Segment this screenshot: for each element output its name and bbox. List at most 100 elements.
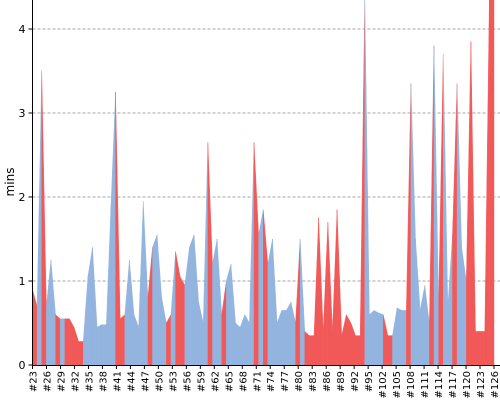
- x-tick-label: #44: [126, 371, 137, 392]
- area-segment-pass: [184, 247, 190, 366]
- area-segment-pass: [258, 209, 264, 366]
- x-tick-label: #114: [434, 371, 445, 398]
- x-tick-label: #35: [84, 371, 95, 392]
- area-segment-pass: [424, 285, 430, 366]
- area-segment-fail: [166, 314, 172, 366]
- area-segment-pass: [156, 234, 162, 366]
- area-segment-pass: [152, 234, 158, 366]
- x-tick-label: #120: [462, 371, 473, 398]
- x-tick-label: #29: [56, 371, 67, 392]
- area-segment-fail: [69, 318, 75, 366]
- area-segment-pass: [401, 310, 407, 366]
- area-segment-fail: [470, 41, 476, 366]
- area-segment-fail: [327, 222, 333, 366]
- area-segment-pass: [299, 238, 305, 366]
- area-segment-fail: [466, 41, 472, 366]
- area-segment-pass: [364, 0, 370, 366]
- area-segment-fail: [32, 289, 38, 366]
- area-segment-fail: [309, 335, 315, 366]
- area-segment-fail: [295, 238, 301, 366]
- area-segment-fail: [207, 142, 213, 366]
- x-tick-label: #32: [70, 371, 81, 392]
- area-segment-pass: [101, 324, 107, 366]
- x-tick-label: #117: [448, 371, 459, 398]
- y-tick-label: 0: [19, 359, 26, 372]
- x-tick-label: #92: [350, 371, 361, 392]
- area-segment-fail: [55, 314, 61, 366]
- area-segment-fail: [350, 322, 356, 366]
- area-segment-fail: [438, 54, 444, 366]
- x-tick-label: #53: [168, 371, 179, 392]
- area-segment-fail: [318, 217, 324, 366]
- area-segment-pass: [216, 238, 222, 366]
- area-segment-fail: [387, 335, 393, 366]
- area-segment-fail: [332, 209, 338, 366]
- x-tick-label: #108: [406, 371, 417, 398]
- area-segment-pass: [447, 234, 453, 366]
- area-segment-fail: [346, 314, 352, 366]
- x-tick-label: #23: [29, 371, 40, 392]
- x-tick-label: #26: [42, 371, 53, 392]
- area-segment-fail: [179, 276, 185, 366]
- area-segment-pass: [138, 201, 144, 366]
- area-segment-fail: [489, 0, 495, 366]
- area-segment-fail: [313, 217, 319, 366]
- x-tick-label: #41: [112, 371, 123, 392]
- x-tick-label: #95: [364, 371, 375, 392]
- area-segment-fail: [41, 70, 47, 366]
- area-segment-fail: [484, 0, 490, 366]
- y-tick-label: 3: [19, 107, 26, 120]
- area-segment-fail: [475, 331, 481, 366]
- area-segment-pass: [106, 205, 112, 366]
- x-tick-label: #47: [140, 371, 151, 392]
- area-segment-pass: [87, 247, 93, 366]
- area-segment-pass: [281, 310, 287, 366]
- area-segment-pass: [230, 264, 236, 366]
- x-tick-label: #89: [336, 371, 347, 392]
- area-segment-pass: [170, 251, 176, 366]
- area-segment-fail: [175, 251, 181, 366]
- area-segment-pass: [392, 307, 398, 366]
- x-tick-label: #38: [98, 371, 109, 392]
- area-segment-pass: [92, 247, 98, 366]
- area-segment-pass: [96, 324, 102, 366]
- area-segment-fail: [119, 314, 125, 366]
- area-segment-fail: [73, 327, 79, 366]
- area-segment-pass: [124, 259, 130, 366]
- area-segment-pass: [272, 238, 278, 366]
- axes: [32, 0, 500, 366]
- area-segment-pass: [239, 314, 245, 366]
- area-segment-fail: [341, 314, 347, 366]
- area-segment-fail: [336, 209, 342, 366]
- area-segment-fail: [383, 314, 389, 366]
- x-tick-label: #111: [420, 371, 431, 398]
- y-tick-label: 4: [19, 23, 26, 36]
- area-segment-pass: [189, 234, 195, 366]
- area-segment-pass: [456, 83, 462, 366]
- area-segment-pass: [212, 238, 218, 366]
- area-segment-fail: [429, 45, 435, 366]
- area-segment-pass: [36, 70, 42, 366]
- area-segment-fail: [479, 331, 485, 366]
- area-segment-pass: [373, 310, 379, 366]
- area-segment-pass: [244, 314, 250, 366]
- area-segment-pass: [415, 238, 421, 366]
- area-segments: [32, 0, 495, 366]
- x-tick-label: #83: [308, 371, 319, 392]
- x-tick-label: #80: [294, 371, 305, 392]
- x-tick-label: #105: [392, 371, 403, 398]
- x-tick-label: #77: [280, 371, 291, 392]
- area-segment-pass: [276, 310, 282, 366]
- area-segment-pass: [369, 309, 375, 366]
- x-tick-label: #65: [224, 371, 235, 392]
- area-segment-pass: [396, 307, 402, 366]
- area-segment-pass: [267, 238, 273, 366]
- area-segment-pass: [290, 301, 296, 366]
- area-segment-pass: [143, 201, 149, 366]
- area-segment-pass: [50, 259, 56, 366]
- area-segment-pass: [110, 91, 116, 366]
- area-segment-fail: [64, 318, 70, 366]
- area-segment-pass: [461, 247, 467, 366]
- x-tick-label: #126: [490, 371, 500, 398]
